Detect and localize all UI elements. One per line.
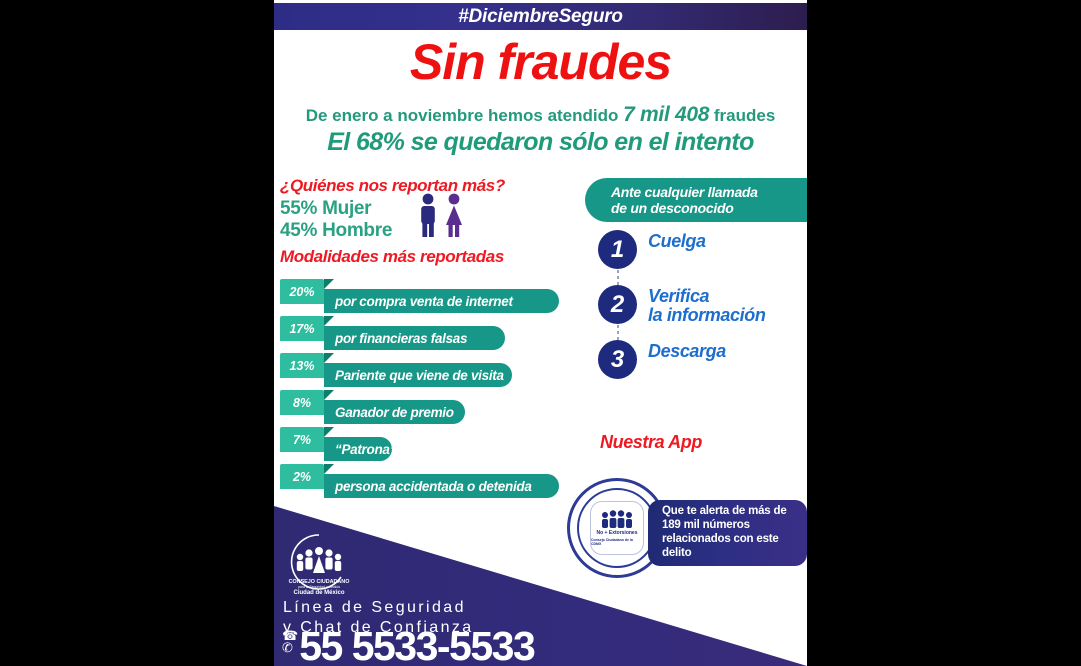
bar-fold-decor bbox=[324, 464, 334, 474]
footer-tagline-line2: y Chat de Confianza bbox=[283, 618, 474, 636]
bar-label: “Patrona” bbox=[324, 437, 396, 461]
advice-step: 2 Verifica la información bbox=[598, 285, 807, 353]
modalities-heading: Modalidades más reportadas bbox=[280, 247, 504, 266]
footer-phone-row[interactable]: ☎ ✆ 55 5533-5533 bbox=[282, 623, 536, 666]
bar-label: por financieras falsas bbox=[324, 326, 505, 350]
bar-row: 2% persona accidentada o detenida bbox=[280, 464, 580, 501]
whatsapp-icon: ✆ bbox=[282, 640, 293, 656]
demographics-men: 45% Hombre bbox=[280, 220, 393, 242]
telephone-icon: ☎ bbox=[282, 628, 299, 643]
bar-label: persona accidentada o detenida bbox=[324, 474, 559, 498]
bar-percent: 20% bbox=[280, 279, 324, 304]
advice-banner-line2: de un desconocido bbox=[611, 200, 734, 216]
bar-percent: 13% bbox=[280, 353, 324, 378]
bar-row: 17% por financieras falsas bbox=[280, 316, 580, 353]
bar-fold-decor bbox=[324, 390, 334, 400]
demographics-values: 55% Mujer 45% Hombre bbox=[280, 198, 392, 243]
bar-row: 20% por compra venta de internet bbox=[280, 279, 580, 316]
bar-percent: 17% bbox=[280, 316, 324, 341]
bar-label: Pariente que viene de visita bbox=[324, 363, 512, 387]
bar-fold-decor bbox=[324, 316, 334, 326]
bar-label: Ganador de premio bbox=[324, 400, 465, 424]
step-label-line2: la información bbox=[648, 304, 766, 325]
step-number-badge: 3 bbox=[598, 340, 637, 379]
hashtag-text: #DiciembreSeguro bbox=[458, 5, 623, 27]
advice-banner: Ante cualquier llamada de un desconocido bbox=[585, 178, 807, 222]
app-tile-icon: No + Extorsiones Consejo Ciudadano de la… bbox=[590, 501, 644, 555]
step-connector-decor bbox=[617, 270, 619, 298]
infographic-poster: #DiciembreSeguro Sin fraudes De enero a … bbox=[274, 0, 807, 666]
demographics-women: 55% Mujer bbox=[280, 198, 372, 219]
modalities-bar-chart: 20% por compra venta de internet 17% por… bbox=[280, 279, 580, 501]
bar-row: 7% “Patrona” bbox=[280, 427, 580, 464]
bar-fold-decor bbox=[324, 427, 334, 437]
step-connector-decor bbox=[617, 325, 619, 353]
hashtag-band: #DiciembreSeguro bbox=[274, 3, 807, 30]
bar-percent: 2% bbox=[280, 464, 324, 489]
app-seal-ring-decor: No + Extorsiones Consejo Ciudadano de la… bbox=[577, 488, 657, 568]
bar-fold-decor bbox=[324, 279, 334, 289]
bar-row: 13% Pariente que viene de visita bbox=[280, 353, 580, 390]
demographics-question: ¿Quiénes nos reportan más? bbox=[280, 176, 505, 195]
bar-percent: 8% bbox=[280, 390, 324, 415]
advice-steps-list: 1 Cuelga 2 Verifica la información 3 Des… bbox=[598, 230, 807, 395]
step-label-line1: Descarga bbox=[648, 341, 726, 361]
footer-tagline-line1: Línea de Seguridad bbox=[283, 599, 466, 616]
step-number-badge: 2 bbox=[598, 285, 637, 324]
step-label: Descarga bbox=[648, 342, 726, 361]
footer-tagline: Línea de Seguridad y Chat de Confianza bbox=[283, 598, 474, 637]
app-seal-brand: No + Extorsiones bbox=[596, 530, 638, 536]
subtitle-prefix: De enero a noviembre hemos atendido bbox=[305, 106, 624, 125]
bar-percent: 7% bbox=[280, 427, 324, 452]
seal-text-bottom: Ciudad de México bbox=[293, 590, 344, 595]
subtitle-number: 7 mil 408 bbox=[623, 103, 710, 126]
footer-phone-number[interactable]: 55 5533-5533 bbox=[299, 623, 536, 666]
step-label: Cuelga bbox=[648, 232, 706, 251]
people-group-icon bbox=[602, 510, 632, 528]
poster-subtitle: De enero a noviembre hemos atendido 7 mi… bbox=[274, 102, 807, 127]
advice-banner-line1: Ante cualquier llamada bbox=[611, 183, 758, 200]
poster-title: Sin fraudes bbox=[409, 34, 672, 90]
app-heading: Nuestra App bbox=[600, 432, 702, 452]
app-seal-footer: Consejo Ciudadano de la CDMX bbox=[591, 538, 633, 546]
seal-text-top: CONSEJO CIUDADANO bbox=[289, 579, 350, 585]
consejo-ciudadano-seal-icon: CONSEJO CIUDADANO para la Seguridad y Ju… bbox=[289, 534, 350, 595]
step-number-badge: 1 bbox=[598, 230, 637, 269]
bar-row: 8% Ganador de premio bbox=[280, 390, 580, 427]
subtitle-suffix: fraudes bbox=[709, 106, 776, 125]
step-label-line1: Cuelga bbox=[648, 231, 706, 251]
app-note: Que te alerta de más de 189 mil números … bbox=[648, 500, 807, 566]
bar-fold-decor bbox=[324, 353, 334, 363]
advice-step: 1 Cuelga bbox=[598, 230, 807, 298]
bar-label: por compra venta de internet bbox=[324, 289, 559, 313]
advice-step: 3 Descarga bbox=[598, 340, 807, 395]
contact-icons: ☎ ✆ bbox=[282, 628, 299, 656]
step-label-line1: Verifica bbox=[648, 286, 710, 306]
poster-highlight-line: El 68% se quedaron sólo en el intento bbox=[327, 128, 754, 156]
gender-pictogram-icon bbox=[421, 193, 462, 237]
seal-text-sub: para la Seguridad y Justicia bbox=[298, 585, 340, 589]
step-label: Verifica la información bbox=[648, 286, 766, 325]
